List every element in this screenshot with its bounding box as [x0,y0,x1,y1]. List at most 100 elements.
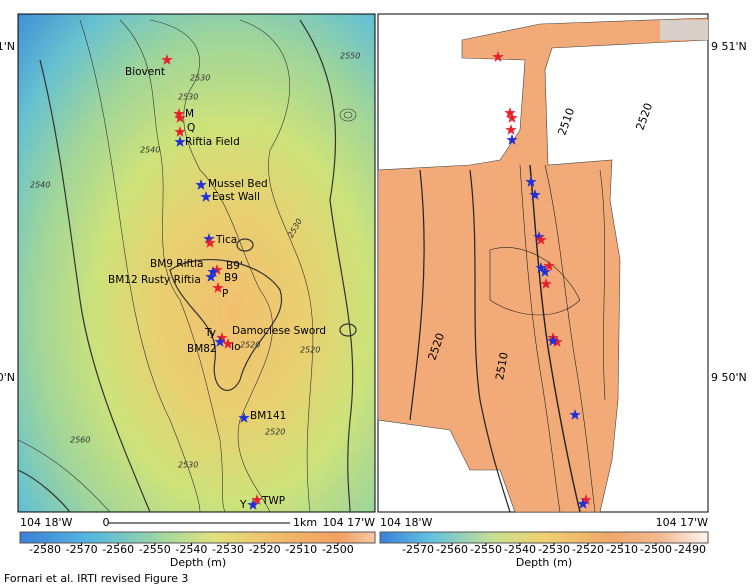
vent-marker [539,266,551,277]
site-label: Q [187,122,195,134]
site-label: Y [239,499,247,511]
lat-label: 9 50'N [711,371,747,384]
site-label: P [222,288,228,300]
site-label: B9' [226,260,243,272]
vent-marker [577,498,589,509]
vent-marker [506,134,518,145]
lat-label: 9 51'N [711,40,747,53]
vent-marker [203,233,215,244]
vent-marker [222,338,234,349]
lat-label: 9 50'N [0,371,15,384]
vent-marker [211,264,223,275]
right-colorbar [379,531,709,544]
contour-label: 2510 [493,351,511,381]
lon-label: 104 17'W [656,516,709,529]
colorbar-tick-label: -2500 [322,543,354,556]
colorbar-tick-label: -2560 [102,543,134,556]
vent-marker [174,126,186,137]
vent-marker [569,409,581,420]
contours [409,164,606,513]
colorbar-label: Depth (m) [170,556,226,569]
contours [17,19,357,513]
vent-marker [533,231,545,242]
vent-marker [506,112,518,123]
vent-marker [525,176,537,187]
scale-label: 0 [103,516,110,529]
colorbar-tick-label: -2510 [606,543,638,556]
site-label: Tica [215,234,237,246]
site-label: B9 [224,272,238,284]
vent-marker [212,282,224,293]
colorbar-tick-label: -2540 [504,543,536,556]
colorbar-tick-label: -2580 [29,543,61,556]
site-label: BM82 [187,343,217,355]
vent-marker [195,179,207,190]
lon-label: 104 18'W [380,516,433,529]
vent-marker [214,336,226,347]
vent-marker [251,494,263,505]
vent-marker [207,266,219,277]
left-map [17,13,376,513]
site-label: BM12 Rusty Riftia [108,274,201,286]
vent-marker [492,51,504,62]
bathymetry-strip [660,20,708,40]
colorbar-tick-label: -2500 [640,543,672,556]
colorbar-tick-label: -2490 [674,543,706,556]
site-label: East Wall [212,191,260,203]
site-label: Mussel Bed [208,178,268,190]
contour-label: 2550 [340,52,360,61]
colorbar-tick-label: -2570 [66,543,98,556]
site-label: BM9 Riftia [150,258,203,270]
lon-label: 104 18'W [20,516,73,529]
contour-label: 2530 [178,93,198,102]
contour-label: 2520 [265,428,285,437]
site-label: Io [231,341,241,353]
right-map [377,13,709,513]
vent-marker [543,260,555,271]
colorbar-tick-label: -2550 [139,543,171,556]
colorbar-tick-label: -2530 [212,543,244,556]
vent-marker [205,271,217,282]
vent-marker [200,191,212,202]
vent-marker [529,189,541,200]
colorbar-label: Depth (m) [516,556,572,569]
colorbar-tick-label: -2510 [285,543,317,556]
scale-label: 1km [293,516,317,529]
left-map-bg [17,13,376,513]
colorbar-tick-label: -2560 [436,543,468,556]
site-label: M [185,108,194,120]
colorbar-tick-label: -2520 [572,543,604,556]
vent-marker [174,112,186,123]
vent-marker [535,234,547,245]
contour-label: 2530 [190,74,210,83]
vent-marker [504,107,516,118]
vent-marker [173,108,185,119]
vent-marker [247,499,259,510]
contour-label: 2530 [178,461,198,470]
contour-label: 2540 [140,146,160,155]
lon-label: 104 17'W [323,516,376,529]
site-label: Ty [204,327,216,339]
colorbar-tick-label: -2570 [402,543,434,556]
caption: Fornari et al. IRTI revised Figure 3 [4,572,188,585]
site-label: TWP [261,495,285,507]
site-label: BM141 [250,410,286,422]
site-label: Damoclese Sword [232,325,326,337]
vent-marker [204,237,216,248]
vent-marker [174,136,186,147]
colorbar-tick-label: -2550 [470,543,502,556]
vent-marker [216,332,228,343]
colorbar-tick-label: -2520 [249,543,281,556]
left-colorbar [19,531,376,544]
vent-marker [540,278,552,289]
vent-marker [535,262,547,273]
contour-label: 2520 [300,346,320,355]
vent-marker [580,494,592,505]
colorbar-tick-label: -2530 [538,543,570,556]
vent-marker [161,54,173,65]
contour-label: 2520 [240,341,260,350]
vent-marker [551,336,563,347]
contour-label: 2560 [70,436,90,445]
lat-label: 9 51'N [0,40,15,53]
